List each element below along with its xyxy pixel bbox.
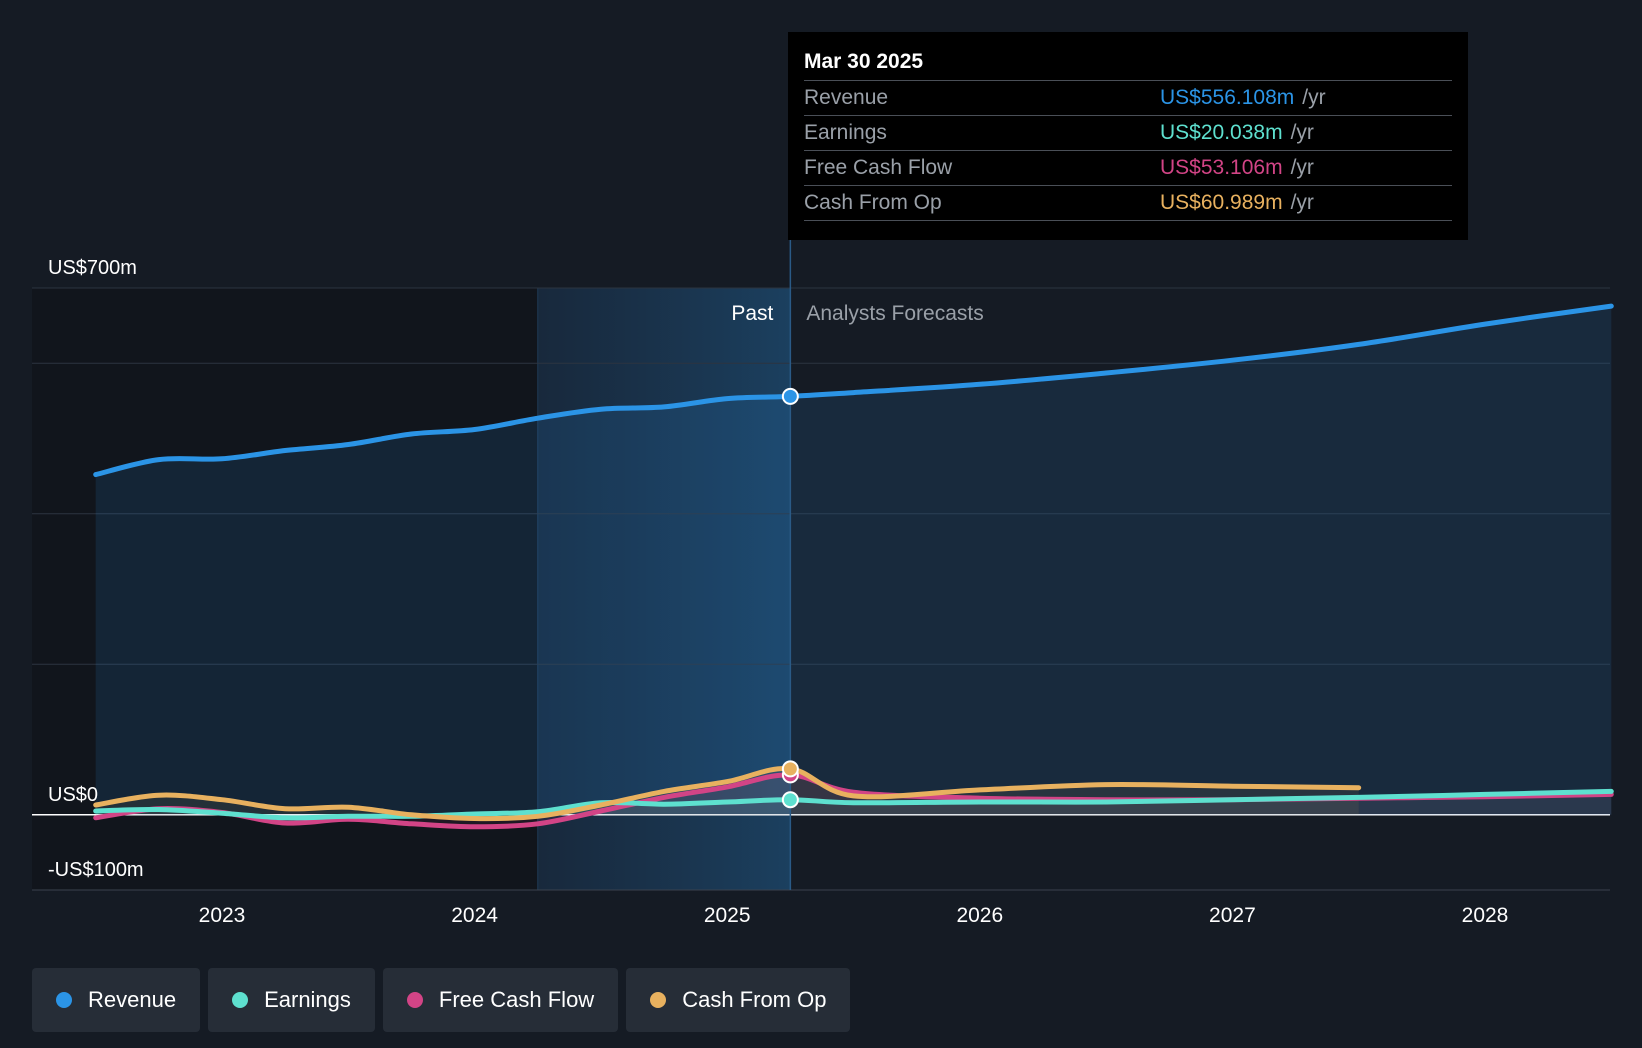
tooltip-label: Revenue (804, 86, 889, 109)
tooltip: Mar 30 2025 Revenue US$556.108m /yr Earn… (788, 32, 1468, 240)
tooltip-value: US$20.038m (1160, 121, 1283, 144)
past-region-shade (32, 288, 538, 890)
y-tick-label: -US$100m (48, 859, 144, 881)
legend-item-free-cash-flow[interactable]: Free Cash Flow (382, 968, 619, 1032)
tooltip-value: US$60.989m (1160, 191, 1283, 214)
forecast-label: Analysts Forecasts (806, 302, 983, 325)
legend-dot-icon (232, 992, 249, 1008)
tooltip-value: US$53.106m (1160, 156, 1283, 179)
legend-item-revenue[interactable]: Revenue (32, 968, 201, 1032)
legend: Revenue Earnings Free Cash Flow Cash Fro… (32, 968, 851, 1032)
tooltip-label: Earnings (804, 121, 887, 144)
legend-dot-icon (406, 992, 423, 1008)
earnings-line (93, 788, 1614, 821)
x-tick-label: 2028 (1462, 904, 1509, 927)
tooltip-row-earnings: Earnings US$20.038m /yr (804, 115, 1452, 150)
cfo-line (93, 766, 1362, 822)
tooltip-row-cfo: Cash From Op US$60.989m /yr (804, 185, 1452, 221)
earnings-marker (781, 791, 799, 809)
legend-label: Cash From Op (682, 987, 827, 1012)
revenue-area (95, 306, 1612, 815)
tooltip-unit: /yr (1290, 121, 1314, 144)
legend-dot-icon (650, 992, 667, 1008)
tooltip-value: US$556.108m (1160, 86, 1295, 109)
tooltip-label: Cash From Op (804, 191, 942, 214)
legend-label: Free Cash Flow (438, 987, 595, 1012)
tooltip-date: Mar 30 2025 (804, 50, 924, 73)
past-label: Past (731, 302, 773, 325)
legend-item-earnings[interactable]: Earnings (208, 968, 375, 1032)
x-tick-label: 2025 (704, 904, 751, 927)
tooltip-label: Free Cash Flow (804, 156, 953, 179)
revenue-line (93, 303, 1614, 478)
y-tick-label: US$700m (48, 257, 137, 279)
x-tick-label: 2026 (956, 904, 1003, 927)
x-tick-label: 2027 (1209, 904, 1256, 927)
cfo-area (95, 768, 1359, 819)
legend-item-cash-from-op[interactable]: Cash From Op (626, 968, 851, 1032)
tooltip-row-fcf: Free Cash Flow US$53.106m /yr (804, 150, 1452, 185)
tooltip-row-revenue: Revenue US$556.108m /yr (804, 80, 1452, 115)
cfo-marker (781, 760, 799, 778)
legend-dot-icon (56, 992, 72, 1008)
y-tick-label: US$0 (48, 784, 98, 806)
revenue-marker (781, 387, 799, 405)
legend-label: Earnings (264, 987, 351, 1012)
legend-label: Revenue (88, 987, 177, 1012)
x-tick-label: 2024 (451, 904, 498, 927)
x-tick-label: 2023 (199, 904, 246, 927)
tooltip-unit: /yr (1290, 191, 1314, 214)
tooltip-unit: /yr (1302, 86, 1326, 109)
tooltip-unit: /yr (1290, 156, 1314, 179)
